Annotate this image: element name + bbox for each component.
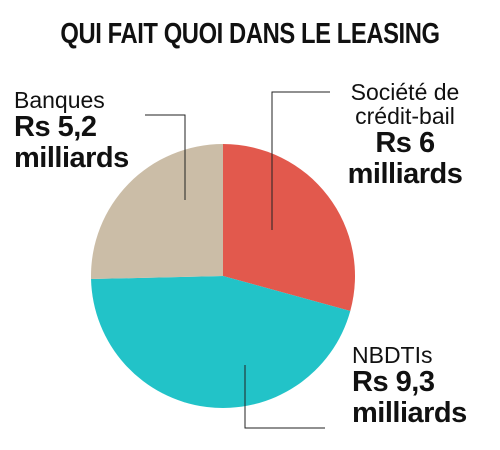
pie-slice [91, 276, 351, 408]
value-label: Rs 9,3 milliards [352, 366, 467, 429]
slice-label: NBDTIs Rs 9,3 milliards [352, 343, 492, 428]
pie-slice [91, 144, 223, 280]
leader-line [271, 91, 330, 230]
category-label: NBDTIs [352, 342, 433, 368]
chart-title: QUI FAIT QUOI DANS LE LEASING [60, 18, 440, 50]
leader-line [244, 365, 325, 429]
leader-line [145, 114, 186, 200]
pie-slice [223, 144, 356, 311]
category-label: Banques [14, 87, 105, 113]
slice-label: Société de crédit-bail Rs 6 milliards [335, 80, 475, 189]
slice-label: Banques Rs 5,2 milliards [14, 88, 154, 173]
category-label: Société de crédit-bail [350, 79, 460, 130]
value-label: Rs 5,2 milliards [14, 111, 129, 174]
value-label: Rs 6 milliards [347, 127, 463, 190]
